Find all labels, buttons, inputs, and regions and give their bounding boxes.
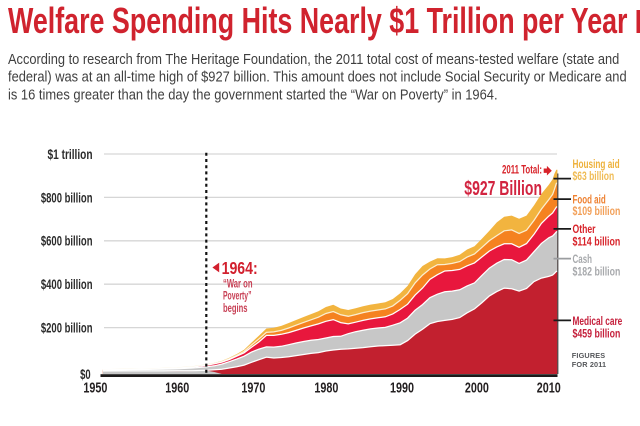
svg-text:2000: 2000: [465, 380, 489, 397]
svg-text:1950: 1950: [83, 380, 107, 397]
svg-text:$182 billion: $182 billion: [573, 264, 621, 278]
svg-text:$114 billion: $114 billion: [573, 234, 621, 248]
svg-text:begins: begins: [223, 302, 248, 315]
svg-text:$927 Billion: $927 Billion: [464, 177, 542, 200]
svg-text:Welfare Spending Hits Nearly $: Welfare Spending Hits Nearly $1 Trillion…: [8, 0, 628, 41]
svg-text:1960: 1960: [165, 380, 189, 397]
svg-text:federal) was at an all-time hi: federal) was at an all-time high of $927…: [8, 69, 627, 86]
svg-text:$459 billion: $459 billion: [573, 326, 621, 340]
svg-text:2011 Total:: 2011 Total:: [502, 162, 542, 176]
svg-text:$1 trillion: $1 trillion: [48, 146, 93, 162]
svg-text:$600 billion: $600 billion: [41, 233, 93, 249]
svg-text:$400 billion: $400 billion: [41, 276, 93, 292]
svg-text:According to research from The: According to research from The Heritage …: [8, 51, 619, 68]
svg-text:1990: 1990: [390, 380, 414, 397]
svg-text:1980: 1980: [314, 380, 338, 397]
svg-text:$800 billion: $800 billion: [41, 189, 93, 205]
svg-text:FIGURES: FIGURES: [572, 351, 605, 360]
svg-text:Poverty”: Poverty”: [223, 290, 252, 303]
svg-text:FOR 2011: FOR 2011: [572, 360, 606, 369]
svg-text:2010: 2010: [537, 380, 561, 397]
svg-text:1964:: 1964:: [222, 258, 258, 278]
svg-text:“War on: “War on: [223, 277, 253, 290]
svg-text:$109 billion: $109 billion: [573, 204, 621, 218]
svg-text:1970: 1970: [241, 380, 265, 397]
svg-text:is 16 times greater than the d: is 16 times greater than the day the gov…: [8, 86, 498, 103]
svg-text:$200 billion: $200 billion: [41, 320, 93, 336]
svg-text:$63 billion: $63 billion: [573, 169, 615, 183]
